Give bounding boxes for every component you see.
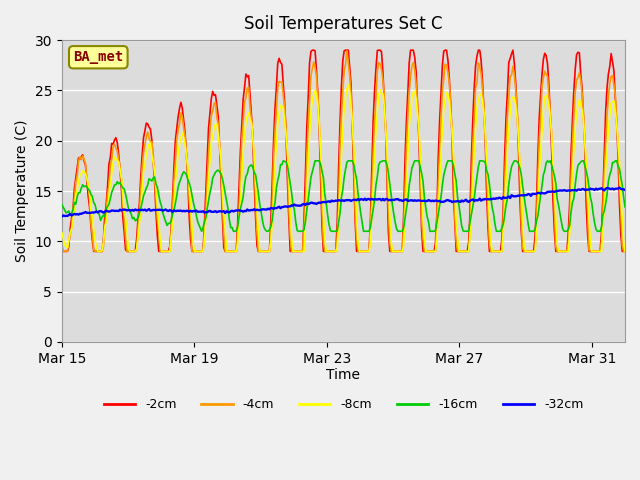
Legend: -2cm, -4cm, -8cm, -16cm, -32cm: -2cm, -4cm, -8cm, -16cm, -32cm <box>99 394 588 417</box>
X-axis label: Time: Time <box>326 369 360 383</box>
Text: BA_met: BA_met <box>73 50 124 64</box>
Y-axis label: Soil Temperature (C): Soil Temperature (C) <box>15 120 29 262</box>
Title: Soil Temperatures Set C: Soil Temperatures Set C <box>244 15 443 33</box>
